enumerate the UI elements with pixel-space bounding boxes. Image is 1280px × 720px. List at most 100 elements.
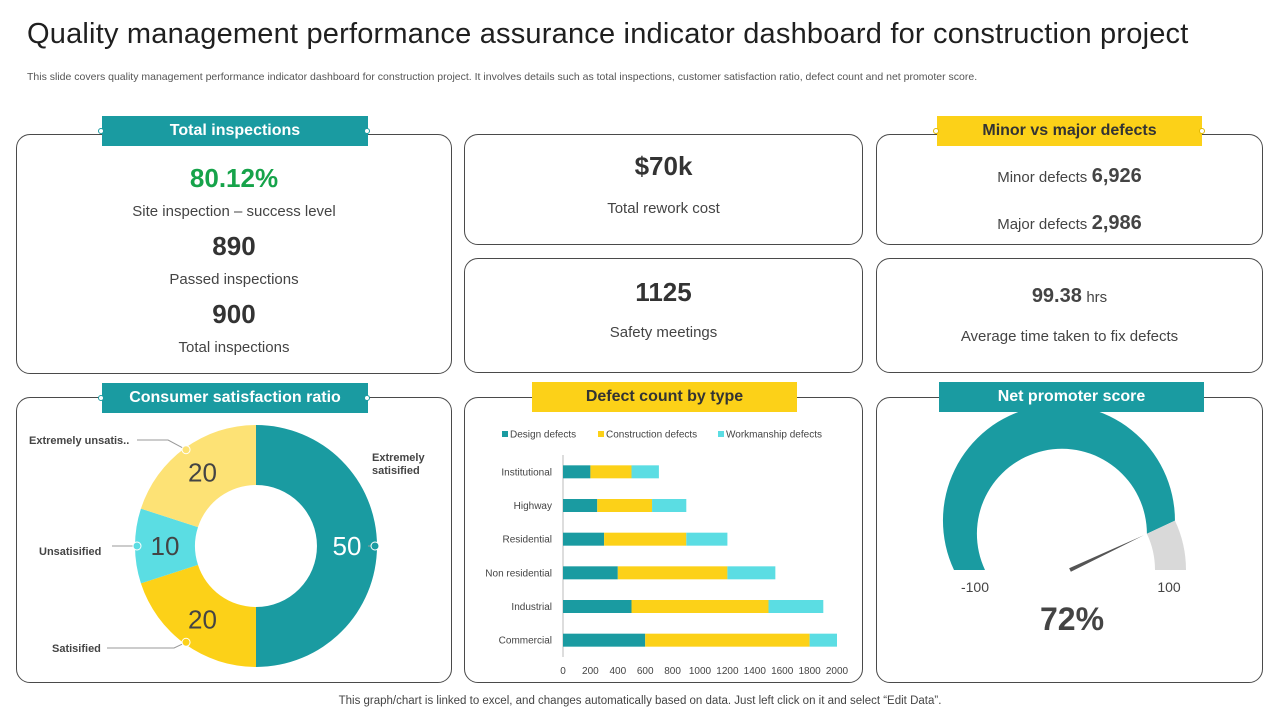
- defect-count-card: Design defects Construction defects Workma…: [464, 397, 863, 683]
- gauge-fill: [942, 404, 1175, 570]
- major-defects-value: 2,986: [1091, 212, 1142, 234]
- x-tick-label: 1400: [744, 666, 767, 677]
- minor-defects-value: 6,926: [1091, 165, 1142, 187]
- x-tick-label: 600: [637, 666, 654, 677]
- bar-segment: [563, 600, 632, 613]
- fix-time-card: 99.38 hrs Average time taken to fix defe…: [876, 258, 1263, 373]
- callout-line: [137, 439, 187, 451]
- tag-dot: [933, 128, 939, 134]
- passed-inspections-value: 890: [212, 231, 256, 261]
- minor-defects-label: Minor defects: [997, 169, 1088, 186]
- callout-dot: [181, 445, 191, 455]
- bar-segment: [645, 633, 810, 647]
- fix-time-unit: hrs: [1086, 289, 1108, 306]
- category-label: Non residential: [485, 568, 552, 579]
- gauge-max-label: 100: [1157, 579, 1181, 595]
- donut-value-label: 10: [151, 531, 180, 561]
- defect-count-tag: Defect count by type: [532, 382, 797, 412]
- legend-swatch: [718, 431, 724, 437]
- fix-time-row: 99.38 hrs: [877, 285, 1262, 308]
- total-inspections-card: 80.12% Site inspection – success level 8…: [16, 134, 452, 374]
- donut-category-label: Unsatisified: [39, 546, 101, 558]
- x-tick-label: 400: [609, 666, 626, 677]
- callout-dot: [132, 541, 142, 551]
- total-inspections-tag: Total inspections: [102, 116, 368, 146]
- donut-value-label: 50: [333, 531, 362, 561]
- success-level-label: Site inspection – success level: [132, 203, 336, 220]
- safety-meetings-value: 1125: [635, 277, 692, 307]
- category-label: Commercial: [499, 636, 552, 647]
- legend-swatch: [598, 431, 604, 437]
- satisfaction-card: 50 Extremely satisified 20 Satisified 10 Unsat…: [16, 397, 452, 683]
- category-label: Institutional: [501, 467, 552, 478]
- tag-dot: [364, 395, 370, 401]
- donut-slice: [140, 425, 256, 528]
- donut-category-label: Extremely unsatis..: [29, 435, 129, 447]
- x-tick-label: 2000: [826, 666, 849, 677]
- nps-gauge-chart: -100 100 72%: [942, 404, 1186, 637]
- donut-category-label: Extremely: [372, 452, 425, 464]
- footer-note: This graph/chart is linked to excel, and…: [338, 695, 942, 707]
- rework-cost-label: Total rework cost: [607, 200, 720, 217]
- bar-segment: [563, 465, 591, 479]
- minor-defects-row: Minor defects 6,926: [877, 165, 1262, 188]
- defects-card: Minor defects 6,926 Major defects 2,986: [876, 134, 1263, 245]
- donut-category-label: satisified: [372, 465, 420, 477]
- bar-segment: [563, 566, 618, 580]
- category-label: Highway: [514, 501, 552, 512]
- bar-segment: [631, 600, 769, 613]
- callout-line: [107, 641, 187, 649]
- gauge-value-label: 72%: [1040, 601, 1104, 637]
- nps-card: -100 100 72%: [876, 397, 1263, 683]
- bar-segment: [563, 532, 605, 546]
- tag-dot: [98, 128, 104, 134]
- bar-segment: [686, 532, 728, 546]
- bar-segment: [652, 499, 687, 512]
- gauge-min-label: -100: [961, 579, 989, 595]
- donut-slice: [135, 508, 198, 584]
- bar-segment: [590, 465, 632, 479]
- legend-label: Construction defects: [606, 430, 697, 441]
- tag-dot: [364, 128, 370, 134]
- rework-cost-value: $70k: [634, 151, 693, 181]
- major-defects-label: Major defects: [997, 216, 1088, 233]
- bar-segment: [604, 532, 687, 546]
- legend-label: Design defects: [510, 430, 576, 441]
- page-subtitle: This slide covers quality management per…: [27, 71, 978, 83]
- donut-value-label: 20: [188, 457, 217, 487]
- category-label: Industrial: [511, 602, 552, 613]
- bar-segment: [727, 566, 776, 580]
- tag-dot: [98, 395, 104, 401]
- fix-time-value: 99.38: [1031, 285, 1082, 307]
- tag-dot: [1199, 128, 1205, 134]
- donut-value-label: 20: [188, 605, 217, 635]
- bar-segment: [809, 633, 837, 647]
- bar-segment: [563, 499, 598, 512]
- donut-slice: [256, 425, 377, 667]
- callout-dot: [370, 541, 380, 551]
- safety-meetings-label: Safety meetings: [609, 324, 718, 341]
- bar-segment: [563, 633, 646, 647]
- satisfaction-tag: Consumer satisfaction ratio: [102, 383, 368, 413]
- page-title: Quality management performance assurance…: [27, 18, 1189, 50]
- x-tick-label: 200: [582, 666, 599, 677]
- bar-segment: [597, 499, 653, 512]
- major-defects-row: Major defects 2,986: [877, 212, 1262, 235]
- rework-card: $70k Total rework cost: [464, 134, 863, 245]
- x-tick-label: 1000: [689, 666, 712, 677]
- gauge-needle: [1069, 535, 1145, 572]
- bar-segment: [631, 465, 659, 479]
- legend-swatch: [502, 431, 508, 437]
- safety-card: 1125 Safety meetings: [464, 258, 863, 373]
- x-tick-label: 1200: [716, 666, 739, 677]
- callout-dot: [181, 637, 191, 647]
- total-inspections-label: Total inspections: [178, 339, 290, 356]
- passed-inspections-label: Passed inspections: [169, 271, 299, 288]
- bar-segment: [617, 566, 728, 580]
- x-tick-label: 800: [664, 666, 681, 677]
- donut-slice: [140, 564, 256, 667]
- bar-segment: [768, 600, 824, 613]
- nps-tag: Net promoter score: [939, 382, 1204, 412]
- x-tick-label: 1800: [798, 666, 821, 677]
